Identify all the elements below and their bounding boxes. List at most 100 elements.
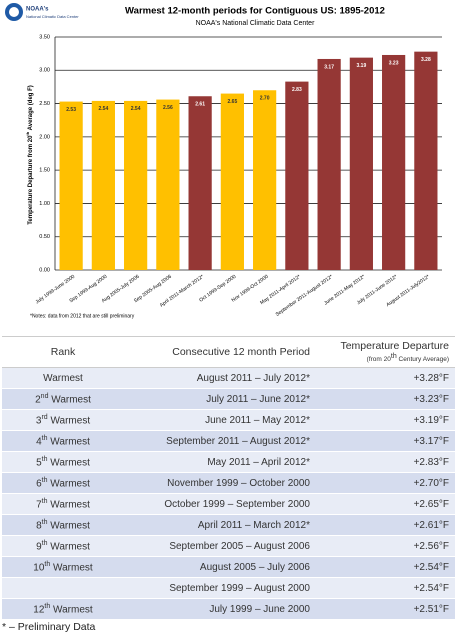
rank-label: Warmest [50, 436, 90, 448]
rank-label: Warmest [53, 562, 93, 574]
chart-note: *Notes: data from 2012 that are still pr… [30, 313, 135, 319]
value-label: 3.17 [324, 64, 334, 70]
table-row: 10th Warmest August 2005 – July 2006 +2.54… [2, 556, 455, 578]
period-cell: September 1999 – August 2000 [124, 577, 316, 599]
rank-number: 4 [36, 436, 42, 448]
rank-label: Warmest [50, 478, 90, 490]
header-sub-part: Century Average) [396, 356, 449, 363]
logo-sub: National Climatic Data Center [26, 14, 79, 19]
value-label: 2.56 [163, 105, 173, 111]
rank-suffix: rd [41, 413, 48, 421]
header-text: Temperature Departure [340, 340, 449, 352]
rank-number: 7 [36, 499, 42, 511]
rank-cell: 12th Warmest [2, 598, 124, 620]
rank-label: Warmest [50, 415, 91, 427]
value-label: 2.54 [131, 106, 141, 112]
period-cell: October 1999 – September 2000 [124, 493, 316, 515]
departure-cell: +2.70°F [316, 472, 455, 494]
value-label: 2.65 [228, 99, 238, 105]
bar [253, 90, 277, 270]
bar [220, 93, 244, 270]
value-label: 3.19 [357, 63, 367, 69]
y-axis-label: Temperature Departure from 20th Average … [25, 85, 34, 225]
period-cell: July 2011 – June 2012* [124, 388, 316, 410]
rank-cell: 9th Warmest [2, 535, 124, 557]
bar [349, 57, 373, 270]
departure-cell: +2.83°F [316, 451, 455, 473]
value-label: 2.83 [292, 87, 302, 93]
rank-label: Warmest [50, 520, 90, 532]
departure-cell: +3.28°F [316, 367, 455, 389]
y-label-part: Temperature Departure from 20 [28, 135, 34, 225]
chart-title: Warmest 12-month periods for Contiguous … [125, 6, 385, 17]
y-tick-label: 2.50 [39, 101, 50, 107]
table-row: 5th Warmest May 2011 – April 2012* +2.83°F [2, 451, 455, 473]
table-row: 8th Warmest April 2011 – March 2012* +2.61… [2, 514, 455, 536]
table-row: 7th Warmest October 1999 – September 2000… [2, 493, 455, 515]
footnote: * – Preliminary Data [2, 621, 96, 633]
rank-cell [2, 577, 124, 599]
table-row: 4th Warmest September 2011 – August 2012*… [2, 430, 455, 452]
rank-number: 8 [36, 520, 42, 532]
departure-cell: +2.54°F [316, 556, 455, 578]
table-row: 3rd Warmest June 2011 – May 2012* +3.19°F [2, 409, 455, 431]
rank-cell: 2nd Warmest [2, 388, 124, 410]
rank-cell: Warmest [2, 367, 124, 389]
value-label: 3.23 [389, 60, 399, 66]
bar [59, 101, 83, 271]
departure-cell: +2.65°F [316, 493, 455, 515]
rank-number: 6 [36, 478, 42, 490]
x-tick-label: September 2011-August 2012* [275, 274, 334, 318]
rank-suffix: th [41, 434, 48, 442]
rank-suffix: th [44, 602, 51, 610]
header-sub: (from 20th Century Average) [366, 352, 449, 363]
rank-cell: 6th Warmest [2, 472, 124, 494]
departure-cell: +2.56°F [316, 535, 455, 557]
rank-cell: 3rd Warmest [2, 409, 124, 431]
rank-cell: 10th Warmest [2, 556, 124, 578]
bar [414, 51, 438, 270]
rank-label: Warmest [43, 372, 83, 384]
header-sub-part: (from 20 [366, 356, 391, 363]
chart-subtitle: NOAA's National Climatic Data Center [196, 20, 315, 27]
period-cell: May 2011 – April 2012* [124, 451, 316, 473]
departure-cell: +2.51°F [316, 598, 455, 620]
rank-cell: 8th Warmest [2, 514, 124, 536]
table-row: 2nd Warmest July 2011 – June 2012* +3.23°F [2, 388, 455, 410]
period-cell: September 2005 – August 2006 [124, 535, 316, 557]
period-cell: June 2011 – May 2012* [124, 409, 316, 431]
y-label-sup: th [25, 131, 30, 135]
y-label-part: Average (deg F) [28, 85, 34, 132]
rank-number: 2 [35, 394, 41, 406]
header-cell: Rank [2, 336, 124, 368]
table-row: 6th Warmest November 1999 – October 2000 +… [2, 472, 455, 494]
header-cell: Temperature Departure (from 20th Century … [316, 336, 455, 368]
value-label: 2.70 [260, 96, 270, 102]
y-tick-label: 1.00 [39, 201, 50, 207]
y-tick-label: 0.50 [39, 234, 50, 240]
value-label: 2.53 [66, 107, 76, 113]
rank-suffix: th [41, 518, 48, 526]
bar [317, 58, 341, 271]
departure-cell: +3.17°F [316, 430, 455, 452]
rank-suffix: th [41, 497, 48, 505]
y-tick-label: 1.50 [39, 168, 50, 174]
y-tick-label: 3.50 [39, 34, 50, 40]
bar [382, 54, 406, 270]
rank-cell: 7th Warmest [2, 493, 124, 515]
rank-suffix: th [41, 476, 48, 484]
rank-label: Warmest [50, 499, 90, 511]
header-sub-sup: th [390, 352, 397, 360]
rank-suffix: th [41, 455, 48, 463]
value-label: 2.54 [99, 106, 109, 112]
ranking-table: Rank Consecutive 12 month Period Tempera… [2, 336, 455, 620]
rank-suffix: th [41, 539, 48, 547]
period-cell: August 2011 – July 2012* [124, 367, 316, 389]
y-tick-label: 0.00 [39, 267, 50, 273]
bar [124, 100, 148, 270]
table-row: 9th Warmest September 2005 – August 2006 +… [2, 535, 455, 557]
rank-label: Warmest [51, 394, 91, 406]
bar [156, 99, 180, 270]
chart: NOAA's National Climatic Data Center War… [5, 3, 442, 319]
y-tick-label: 2.00 [39, 134, 50, 140]
